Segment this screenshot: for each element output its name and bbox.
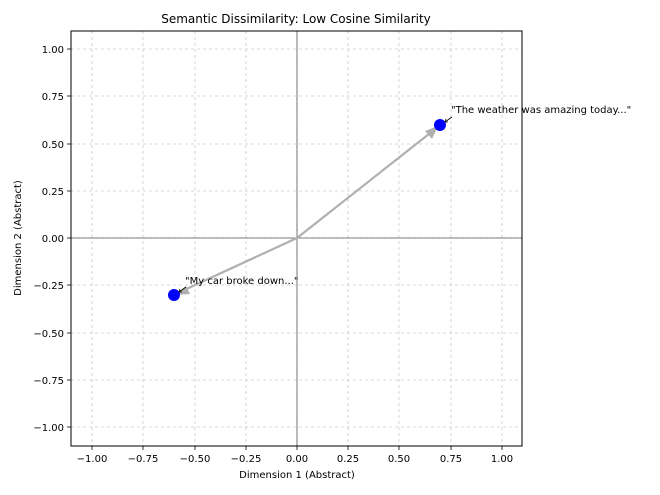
y-tick-labels: 1.00 0.75 0.50 0.25 0.00 −0.25 −0.50 −0.…: [33, 45, 64, 434]
annotation-arrows: [178, 116, 453, 293]
svg-text:0.75: 0.75: [42, 92, 64, 103]
svg-text:−0.25: −0.25: [33, 281, 64, 292]
chart-title: Semantic Dissimilarity: Low Cosine Simil…: [161, 12, 431, 26]
svg-text:0.25: 0.25: [337, 454, 359, 465]
svg-text:−1.00: −1.00: [77, 454, 108, 465]
svg-text:0.75: 0.75: [440, 454, 462, 465]
x-ticks: [91, 446, 503, 450]
vector-car: [179, 237, 298, 293]
x-tick-labels: −1.00 −0.75 −0.50 −0.25 0.00 0.25 0.50 0…: [77, 454, 513, 465]
vector-weather: [296, 129, 435, 239]
svg-text:1.00: 1.00: [491, 454, 513, 465]
svg-text:0.00: 0.00: [42, 234, 64, 245]
svg-text:−0.75: −0.75: [128, 454, 159, 465]
y-ticks: [67, 48, 71, 428]
svg-text:0.00: 0.00: [286, 454, 308, 465]
annotation-car: "My car broke down...": [185, 276, 298, 287]
svg-text:0.50: 0.50: [388, 454, 410, 465]
svg-text:−0.75: −0.75: [33, 376, 64, 387]
vectors: [175, 126, 438, 295]
svg-text:−0.25: −0.25: [231, 454, 262, 465]
svg-text:−1.00: −1.00: [33, 423, 64, 434]
point-car: [168, 289, 180, 301]
svg-text:1.00: 1.00: [42, 45, 64, 56]
arrowhead-weather: [425, 126, 438, 139]
axes-frame: [70, 30, 523, 447]
svg-text:−0.50: −0.50: [33, 329, 64, 340]
svg-text:−0.50: −0.50: [180, 454, 211, 465]
point-weather: [434, 119, 446, 131]
annotation-weather: "The weather was amazing today...": [451, 105, 631, 116]
svg-text:0.50: 0.50: [42, 140, 64, 151]
y-axis-label: Dimension 2 (Abstract): [13, 180, 24, 296]
svg-text:0.25: 0.25: [42, 187, 64, 198]
x-axis-label: Dimension 1 (Abstract): [239, 470, 355, 481]
